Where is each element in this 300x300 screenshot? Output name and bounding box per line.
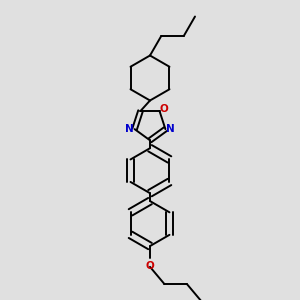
- Text: O: O: [160, 104, 169, 114]
- Text: N: N: [125, 124, 134, 134]
- Text: N: N: [167, 124, 175, 134]
- Text: O: O: [146, 261, 154, 271]
